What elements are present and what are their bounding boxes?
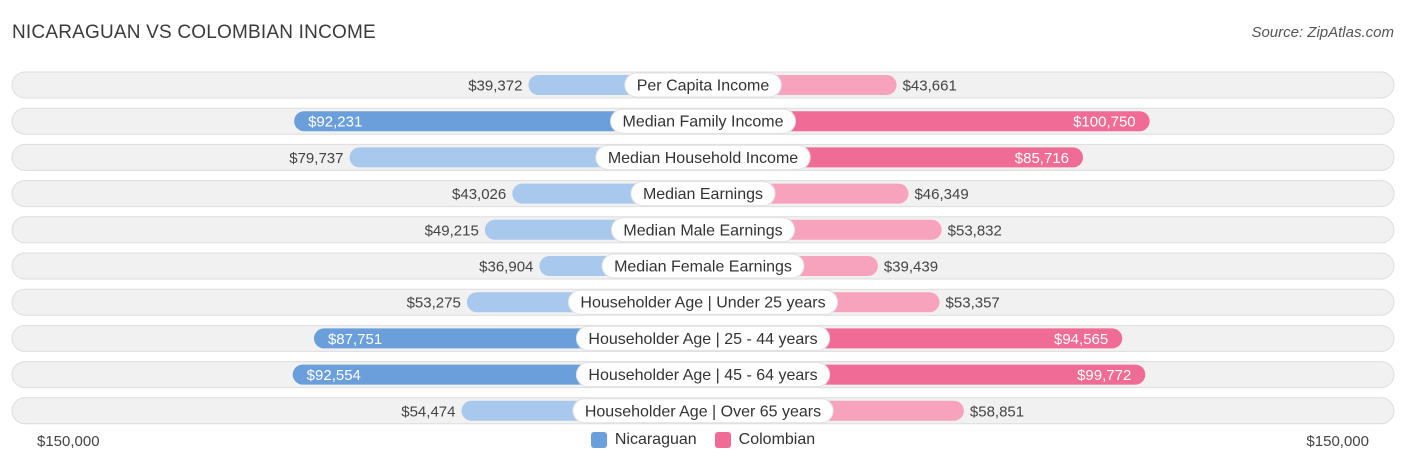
category-label: Median Female Earnings	[614, 259, 792, 276]
legend-swatch-nicaraguan	[590, 432, 607, 448]
category-label: Householder Age | Over 65 years	[585, 403, 821, 420]
bar-nicaraguan	[294, 111, 703, 132]
category-label: Householder Age | 45 - 64 years	[588, 367, 817, 384]
value-label-colombian: $39,439	[884, 259, 938, 276]
category-pill	[595, 144, 811, 170]
category-label: Median Family Income	[623, 114, 784, 131]
value-label-colombian: $53,357	[946, 295, 1000, 312]
value-label-nicaraguan: $92,231	[308, 114, 362, 131]
chart-title: NICARAGUAN VS COLOMBIAN INCOME	[12, 22, 376, 43]
category-label: Median Household Income	[608, 150, 798, 167]
legend-label-nicaraguan: Nicaraguan	[614, 431, 697, 448]
value-label-colombian: $99,772	[1077, 367, 1131, 384]
category-pill	[575, 325, 831, 351]
category-label: Median Male Earnings	[623, 222, 782, 239]
legend-swatch-colombian	[714, 432, 731, 448]
value-label-colombian: $43,661	[903, 78, 957, 95]
value-label-nicaraguan: $92,554	[307, 367, 361, 384]
value-label-nicaraguan: $36,904	[479, 259, 533, 276]
category-pill	[567, 289, 839, 315]
value-label-nicaraguan: $39,372	[468, 78, 522, 95]
legend-item-colombian: Colombian	[714, 431, 816, 449]
legend-label-colombian: Colombian	[738, 431, 816, 448]
category-pill	[610, 217, 796, 243]
value-label-colombian: $85,716	[1015, 150, 1069, 167]
legend: Nicaraguan Colombian	[0, 431, 1406, 449]
category-pill	[610, 108, 796, 134]
category-label: Median Earnings	[643, 186, 763, 203]
value-label-nicaraguan: $79,737	[289, 150, 343, 167]
value-label-nicaraguan: $43,026	[452, 186, 506, 203]
category-label: Householder Age | 25 - 44 years	[588, 331, 817, 348]
category-label: Per Capita Income	[637, 78, 770, 95]
diverging-bar-chart: $39,372 $43,661 Per Capita Income $92,231 $1…	[11, 71, 1395, 425]
value-label-nicaraguan: $53,275	[407, 295, 461, 312]
value-label-colombian: $58,851	[970, 403, 1024, 420]
value-label-nicaraguan: $49,215	[425, 222, 479, 239]
category-pill	[624, 72, 782, 98]
value-label-colombian: $100,750	[1073, 114, 1136, 131]
legend-item-nicaraguan: Nicaraguan	[590, 431, 697, 449]
bar-colombian	[703, 111, 1150, 132]
category-pill	[575, 362, 831, 388]
axis-right-label: $150,000	[1306, 433, 1369, 450]
value-label-colombian: $94,565	[1054, 331, 1108, 348]
category-label: Householder Age | Under 25 years	[580, 295, 825, 312]
axis-left-label: $150,000	[37, 433, 100, 450]
source-note: Source: ZipAtlas.com	[1251, 24, 1394, 41]
value-label-nicaraguan: $54,474	[401, 403, 455, 420]
value-label-colombian: $46,349	[914, 186, 968, 203]
value-label-nicaraguan: $87,751	[328, 331, 382, 348]
category-pill	[630, 181, 776, 207]
value-label-colombian: $53,832	[948, 222, 1002, 239]
category-pill	[572, 398, 834, 424]
category-pill	[601, 253, 805, 279]
